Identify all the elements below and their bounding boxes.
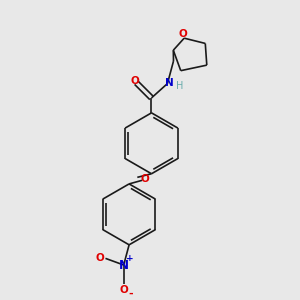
- Text: N: N: [165, 78, 174, 88]
- Text: N: N: [119, 259, 129, 272]
- Text: O: O: [178, 29, 187, 39]
- Text: -: -: [128, 289, 133, 299]
- Text: O: O: [130, 76, 139, 86]
- Text: O: O: [140, 173, 149, 184]
- Text: O: O: [96, 253, 104, 263]
- Text: +: +: [126, 254, 134, 263]
- Text: H: H: [176, 81, 184, 91]
- Text: O: O: [119, 285, 128, 296]
